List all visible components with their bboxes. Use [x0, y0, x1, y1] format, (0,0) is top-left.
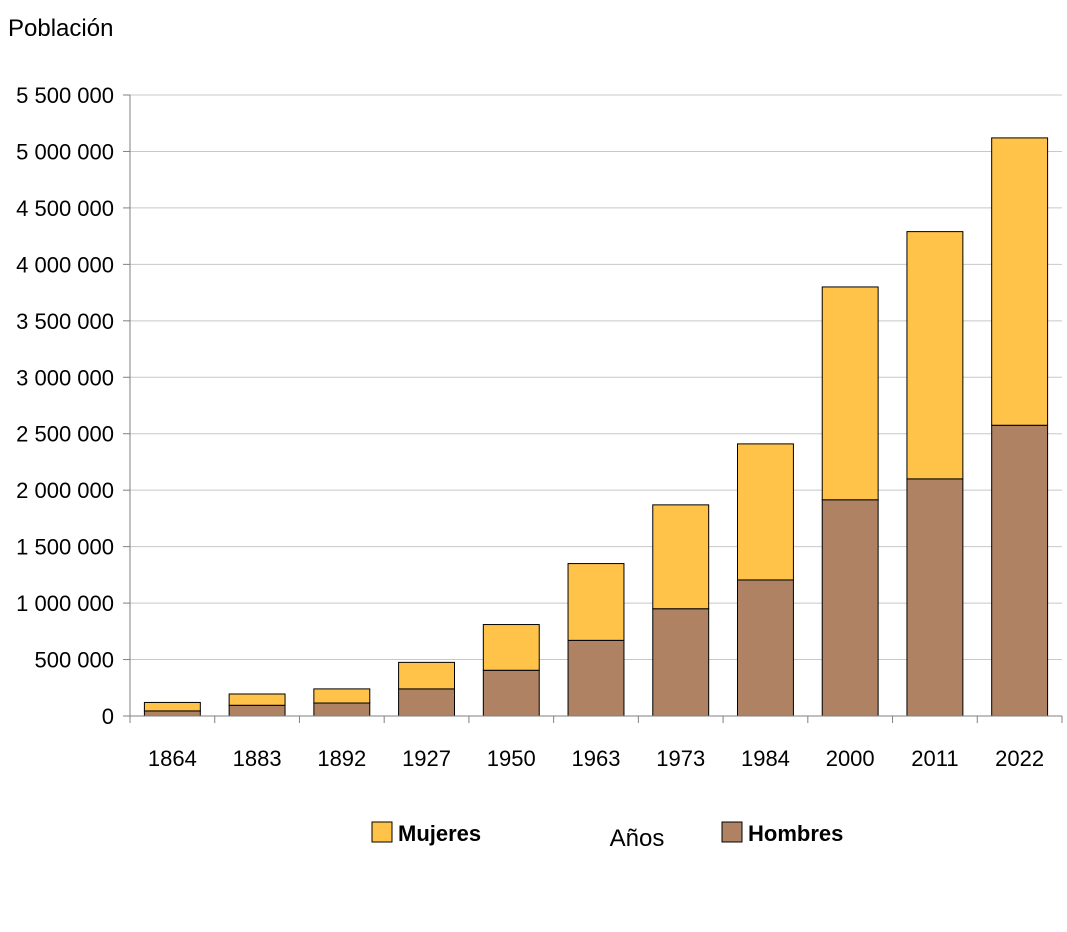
- bar-mujeres-1984: [736, 443, 794, 581]
- y-tick-label: 0: [102, 704, 114, 729]
- x-tick-label: 1973: [656, 746, 705, 771]
- bar-hombres-1950: [482, 669, 540, 717]
- x-axis-title: Años: [610, 825, 665, 852]
- bar-mujeres-1883: [228, 693, 286, 706]
- bar-mujeres-1927: [398, 661, 456, 690]
- bar-mujeres-1973: [652, 504, 710, 610]
- legend-swatch-hombres: [721, 821, 743, 843]
- x-tick-label: 1864: [148, 746, 197, 771]
- bar-hombres-2000: [821, 499, 879, 717]
- axes: [129, 95, 1063, 723]
- legend-label-hombres: Hombres: [748, 821, 843, 846]
- y-axis-title: Población: [8, 15, 113, 42]
- x-tick-labels: 1864 1883 1892 1927 1950 1963 1973 1984 2000 2011…: [148, 746, 1044, 771]
- y-tick-label: 3 000 000: [16, 365, 114, 390]
- bar-mujeres-1950: [482, 624, 540, 671]
- x-tick-label: 2022: [995, 746, 1044, 771]
- bar-mujeres-2011: [906, 231, 964, 480]
- bars: [143, 137, 1049, 717]
- y-tick-label: 4 000 000: [16, 252, 114, 277]
- bar-mujeres-1963: [567, 563, 625, 641]
- x-tick-label: 1984: [741, 746, 790, 771]
- bar-hombres-1892: [313, 702, 371, 717]
- y-tick-label: 1 000 000: [16, 591, 114, 616]
- bar-mujeres-1864: [143, 701, 201, 712]
- bar-hombres-2022: [991, 424, 1049, 717]
- y-tick-label: 1 500 000: [16, 535, 114, 560]
- bar-hombres-1963: [567, 639, 625, 717]
- bar-mujeres-1892: [313, 688, 371, 704]
- bar-hombres-1927: [398, 688, 456, 717]
- bar-hombres-1973: [652, 608, 710, 717]
- legend: Mujeres Hombres: [371, 821, 843, 846]
- x-tick-label: 1883: [233, 746, 282, 771]
- bar-hombres-1984: [736, 579, 794, 717]
- y-tick-label: 2 500 000: [16, 422, 114, 447]
- bar-mujeres-2000: [821, 286, 879, 501]
- y-tick-label: 5 500 000: [16, 83, 114, 108]
- legend-swatch-mujeres: [371, 821, 393, 843]
- bar-hombres-1883: [228, 704, 286, 717]
- y-tick-label: 500 000: [34, 648, 114, 673]
- bar-hombres-2011: [906, 478, 964, 717]
- y-tick-label: 2 000 000: [16, 478, 114, 503]
- bar-mujeres-2022: [991, 137, 1049, 426]
- x-tick-label: 1963: [572, 746, 621, 771]
- y-tick-labels: 0 500 000 1 000 000 1 500 000 2 000 000 2 500…: [16, 83, 114, 729]
- x-tick-label: 1927: [402, 746, 451, 771]
- y-tick-label: 4 500 000: [16, 196, 114, 221]
- x-tick-label: 1950: [487, 746, 536, 771]
- y-tick-label: 5 000 000: [16, 139, 114, 164]
- bar-hombres-1864: [143, 710, 201, 717]
- x-tick-label: 1892: [317, 746, 366, 771]
- y-tick-label: 3 500 000: [16, 309, 114, 334]
- x-tick-label: 2000: [826, 746, 875, 771]
- legend-label-mujeres: Mujeres: [398, 821, 481, 846]
- x-tick-label: 2011: [911, 746, 958, 771]
